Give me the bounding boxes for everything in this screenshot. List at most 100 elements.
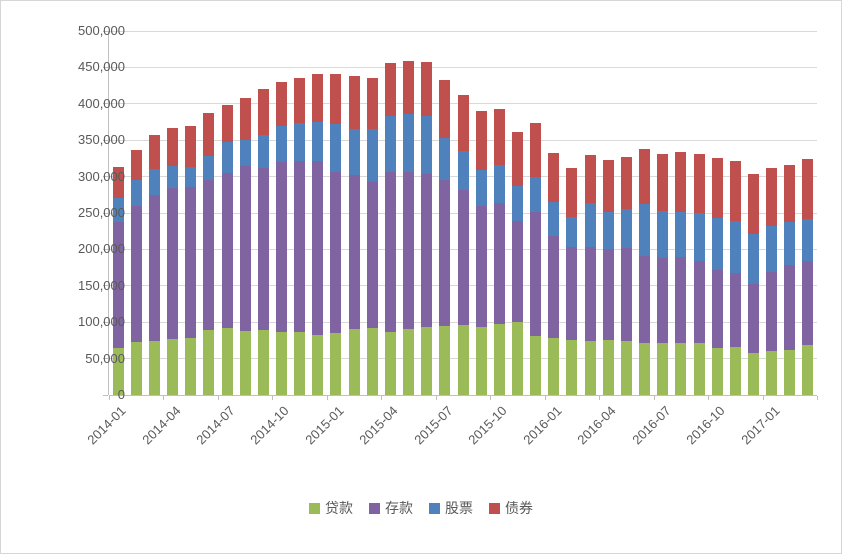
bar-segment-存款 xyxy=(312,160,324,336)
stacked-bar-2014-04 xyxy=(167,31,179,395)
bar-segment-存款 xyxy=(130,205,142,342)
x-axis-tick xyxy=(653,396,655,400)
stacked-bar-2014-09 xyxy=(257,31,269,395)
x-axis-tick xyxy=(762,396,764,400)
bar-segment-存款 xyxy=(766,271,778,352)
bar-segment-股票 xyxy=(802,218,814,262)
stacked-bar-2017-03 xyxy=(802,31,814,395)
bar-segment-债券 xyxy=(203,113,215,156)
y-axis-label: 450,000 xyxy=(78,59,125,75)
x-axis-tick xyxy=(163,396,165,400)
stacked-bar-2014-03 xyxy=(148,31,160,395)
bar-segment-存款 xyxy=(493,202,505,324)
bar-segment-债券 xyxy=(639,148,651,205)
bar-segment-股票 xyxy=(203,155,215,181)
y-axis-label: 350,000 xyxy=(78,132,125,148)
y-axis-tick xyxy=(103,394,108,396)
bar-segment-股票 xyxy=(348,128,360,176)
x-axis-tick xyxy=(817,396,818,400)
bar-segment-贷款 xyxy=(729,346,741,395)
bar-segment-股票 xyxy=(620,209,632,248)
legend-item-存款: 存款 xyxy=(369,498,413,518)
bar-segment-存款 xyxy=(421,174,433,328)
y-axis-label: 50,000 xyxy=(85,350,125,366)
bar-segment-股票 xyxy=(239,140,251,166)
bar-segment-存款 xyxy=(530,211,542,337)
bar-segment-贷款 xyxy=(403,328,415,395)
bar-segment-存款 xyxy=(330,172,342,334)
bar-segment-存款 xyxy=(239,165,251,331)
bar-segment-股票 xyxy=(257,135,269,168)
bar-segment-股票 xyxy=(294,123,306,161)
bar-segment-债券 xyxy=(403,60,415,114)
bar-segment-贷款 xyxy=(620,341,632,395)
bar-segment-股票 xyxy=(439,138,451,180)
y-axis-tick xyxy=(103,358,108,360)
bar-segment-贷款 xyxy=(167,338,179,395)
y-axis-tick xyxy=(103,176,108,178)
stacked-bar-2015-05 xyxy=(403,31,415,395)
y-axis-label: 200,000 xyxy=(78,241,125,257)
x-axis-line xyxy=(109,395,817,396)
bar-segment-存款 xyxy=(257,167,269,331)
bar-segment-债券 xyxy=(657,154,669,211)
y-axis-tick xyxy=(103,30,108,32)
bar-segment-股票 xyxy=(112,198,124,223)
bar-segment-存款 xyxy=(348,175,360,330)
bar-segment-股票 xyxy=(312,122,324,161)
bar-segment-存款 xyxy=(711,269,723,348)
bar-segment-存款 xyxy=(439,179,451,326)
y-axis-tick xyxy=(103,212,108,214)
legend-item-股票: 股票 xyxy=(429,498,473,518)
bar-segment-股票 xyxy=(784,222,796,266)
y-axis-label: 500,000 xyxy=(78,23,125,38)
bar-segment-债券 xyxy=(275,81,287,126)
bar-segment-债券 xyxy=(493,108,505,165)
stacked-bar-2016-06 xyxy=(639,31,651,395)
bar-segment-贷款 xyxy=(530,336,542,395)
stacked-bar-2015-07 xyxy=(439,31,451,395)
bar-segment-存款 xyxy=(457,190,469,326)
stacked-bar-2016-11 xyxy=(729,31,741,395)
bar-segment-存款 xyxy=(366,182,378,329)
bar-segment-债券 xyxy=(239,97,251,141)
bar-segment-存款 xyxy=(294,160,306,333)
bar-segment-债券 xyxy=(366,77,378,129)
x-axis-tick xyxy=(109,396,110,400)
bar-segment-贷款 xyxy=(711,347,723,395)
bar-segment-存款 xyxy=(275,162,287,333)
bar-segment-存款 xyxy=(584,247,596,342)
stacked-bar-2014-10 xyxy=(275,31,287,395)
bar-segment-股票 xyxy=(221,142,233,173)
x-axis-tick xyxy=(490,396,492,400)
bar-segment-股票 xyxy=(729,221,741,273)
bar-segment-贷款 xyxy=(148,341,160,395)
bar-segment-债券 xyxy=(475,111,487,171)
bar-segment-贷款 xyxy=(366,328,378,395)
bar-segment-存款 xyxy=(639,255,651,343)
bar-segment-贷款 xyxy=(185,337,197,395)
stacked-bar-2014-12 xyxy=(312,31,324,395)
legend-item-债券: 债券 xyxy=(489,498,533,518)
bar-segment-股票 xyxy=(130,179,142,206)
bar-segment-贷款 xyxy=(602,340,614,395)
stacked-bar-2015-09 xyxy=(475,31,487,395)
bar-segment-股票 xyxy=(657,210,669,259)
bar-segment-股票 xyxy=(584,202,596,248)
bar-segment-债券 xyxy=(802,159,814,219)
bar-segment-贷款 xyxy=(802,344,814,395)
bar-segment-贷款 xyxy=(312,335,324,395)
bar-segment-存款 xyxy=(657,258,669,344)
bar-segment-股票 xyxy=(693,213,705,262)
stacked-bar-2015-11 xyxy=(511,31,523,395)
x-axis-tick xyxy=(599,396,601,400)
bar-segment-存款 xyxy=(548,236,560,339)
bar-segment-股票 xyxy=(366,128,378,183)
y-axis-label: 0 xyxy=(117,387,125,402)
bar-segment-股票 xyxy=(330,124,342,173)
bar-segment-股票 xyxy=(384,116,396,173)
bar-segment-贷款 xyxy=(239,330,251,395)
bar-segment-贷款 xyxy=(657,343,669,395)
bar-segment-债券 xyxy=(457,95,469,152)
bar-segment-存款 xyxy=(747,283,759,353)
